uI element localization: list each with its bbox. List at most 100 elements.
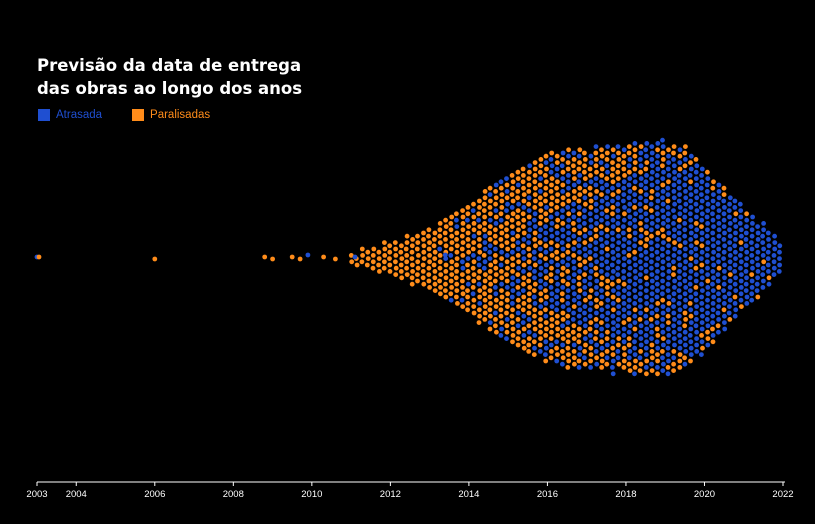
dot-paralisadas xyxy=(543,275,549,281)
dot-atrasada xyxy=(665,205,671,210)
dot-paralisadas xyxy=(499,288,504,293)
dot-atrasada xyxy=(750,221,755,226)
dot-atrasada xyxy=(638,233,644,239)
dot-atrasada xyxy=(626,285,632,290)
dot-paralisadas-isolated xyxy=(152,256,158,262)
dot-paralisadas xyxy=(454,256,460,261)
dot-paralisadas xyxy=(615,163,621,169)
dot-paralisadas xyxy=(555,352,560,357)
dot-atrasada xyxy=(526,317,532,322)
dot-atrasada xyxy=(576,243,582,249)
dot-paralisadas xyxy=(532,185,538,191)
dot-atrasada xyxy=(665,307,671,313)
dot-paralisadas xyxy=(621,166,627,172)
dot-paralisadas xyxy=(449,272,455,277)
dot-atrasada xyxy=(560,233,566,239)
dot-paralisadas xyxy=(421,230,426,236)
dot-paralisadas xyxy=(449,214,455,220)
dot-atrasada xyxy=(649,253,655,258)
dot-paralisadas xyxy=(426,246,432,252)
dot-paralisadas xyxy=(487,185,493,191)
dot-paralisadas xyxy=(699,262,705,268)
dot-paralisadas xyxy=(554,153,560,159)
dot-atrasada xyxy=(661,240,666,246)
dot-paralisadas xyxy=(622,173,627,178)
dot-atrasada xyxy=(527,227,533,233)
dot-atrasada xyxy=(605,144,610,150)
dot-paralisadas xyxy=(543,256,548,261)
dot-atrasada xyxy=(622,205,627,210)
dot-atrasada xyxy=(460,265,466,271)
dot-paralisadas xyxy=(421,243,427,249)
dot-atrasada xyxy=(588,262,594,268)
dot-atrasada xyxy=(576,205,582,210)
dot-atrasada xyxy=(727,297,733,303)
dot-paralisadas xyxy=(548,355,554,361)
dot-atrasada xyxy=(627,201,633,207)
dot-atrasada xyxy=(537,233,543,239)
dot-paralisadas xyxy=(449,285,454,290)
dot-paralisadas xyxy=(588,358,593,364)
dot-paralisadas xyxy=(521,198,527,204)
dot-atrasada xyxy=(743,269,749,274)
dot-paralisadas xyxy=(476,211,482,217)
dot-atrasada xyxy=(705,310,710,316)
dot-paralisadas xyxy=(415,240,421,246)
dot-atrasada xyxy=(655,192,660,198)
dot-atrasada xyxy=(638,304,643,309)
dot-atrasada xyxy=(515,278,521,284)
dot-atrasada xyxy=(677,307,683,313)
dot-paralisadas xyxy=(521,345,527,351)
dot-paralisadas xyxy=(437,259,443,265)
dot-paralisadas xyxy=(460,272,465,277)
dot-atrasada xyxy=(638,182,644,188)
dot-atrasada xyxy=(571,259,577,265)
dot-paralisadas xyxy=(632,185,637,191)
dot-atrasada xyxy=(688,352,694,357)
dot-atrasada xyxy=(660,137,665,143)
dot-atrasada xyxy=(777,249,782,255)
dot-atrasada xyxy=(765,230,771,236)
dot-paralisadas xyxy=(515,342,521,348)
dot-atrasada xyxy=(615,201,621,207)
dot-atrasada xyxy=(560,304,566,309)
dot-atrasada xyxy=(638,285,644,290)
dot-paralisadas xyxy=(482,310,488,316)
dot-atrasada xyxy=(710,256,716,261)
dot-atrasada xyxy=(749,240,754,246)
dot-paralisadas xyxy=(538,163,544,169)
dot-atrasada xyxy=(749,285,755,290)
dot-atrasada xyxy=(727,221,733,226)
dot-atrasada xyxy=(676,288,682,293)
dot-atrasada xyxy=(515,310,521,316)
dot-paralisadas xyxy=(583,201,588,207)
dot-paralisadas xyxy=(521,301,527,306)
dot-atrasada xyxy=(621,256,627,261)
dot-paralisadas xyxy=(471,310,477,316)
dot-paralisadas xyxy=(515,233,521,239)
dot-atrasada xyxy=(549,297,555,303)
dot-atrasada xyxy=(682,265,688,271)
dot-atrasada xyxy=(543,224,548,230)
dot-atrasada xyxy=(493,291,499,297)
dot-paralisadas xyxy=(431,262,437,268)
dot-atrasada xyxy=(599,326,604,332)
dot-paralisadas xyxy=(677,166,683,172)
dot-atrasada xyxy=(721,288,726,293)
dot-atrasada xyxy=(604,182,610,188)
legend-item-paralisadas: Paralisadas xyxy=(132,109,210,121)
dot-atrasada xyxy=(721,217,727,223)
dot-paralisadas xyxy=(621,358,627,364)
dot-atrasada xyxy=(738,285,744,290)
dot-paralisadas xyxy=(349,259,355,265)
dot-paralisadas xyxy=(671,144,677,150)
dot-atrasada xyxy=(626,272,632,277)
dot-paralisadas xyxy=(666,301,672,306)
dot-paralisadas xyxy=(382,253,388,258)
dot-paralisadas xyxy=(599,352,605,357)
dot-atrasada xyxy=(599,313,605,319)
dot-atrasada xyxy=(766,281,772,287)
dot-atrasada xyxy=(599,345,605,351)
dot-paralisadas xyxy=(399,256,405,261)
dot-atrasada xyxy=(555,262,560,268)
